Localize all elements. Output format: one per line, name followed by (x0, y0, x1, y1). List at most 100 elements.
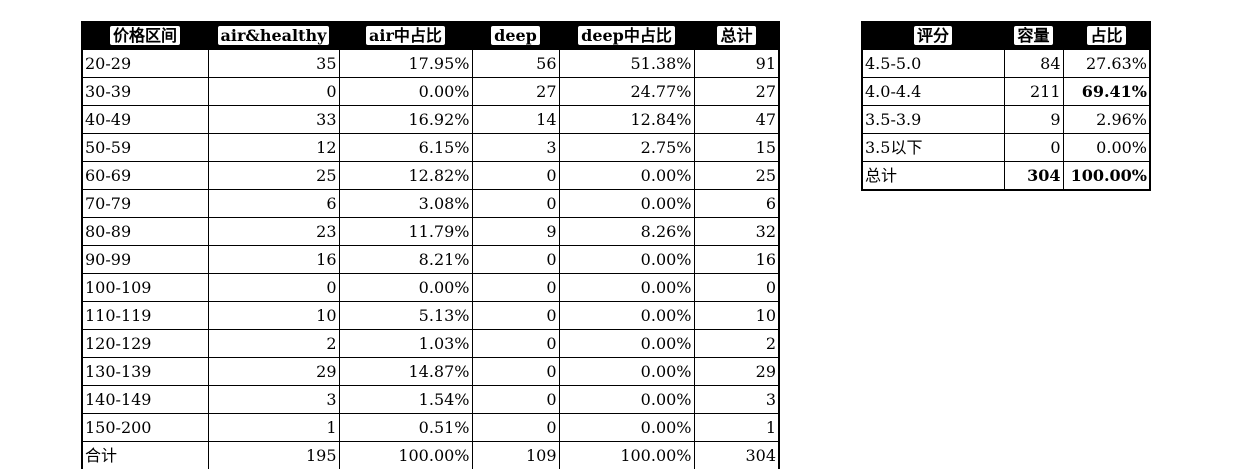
table-cell[interactable]: 84 (1004, 49, 1063, 78)
table-cell[interactable]: 3 (208, 386, 339, 414)
header-deep-share[interactable]: deep中占比 (559, 22, 694, 49)
table-cell[interactable]: 100.00% (559, 442, 694, 469)
table-cell[interactable]: 4.0-4.4 (862, 78, 1004, 106)
table-cell[interactable]: 14.87% (339, 358, 472, 386)
table-cell[interactable]: 2.96% (1063, 106, 1150, 134)
table-cell[interactable]: 11.79% (339, 218, 472, 246)
table-cell[interactable]: 0.00% (559, 302, 694, 330)
table-cell[interactable]: 32 (694, 218, 779, 246)
table-cell[interactable]: 总计 (862, 162, 1004, 191)
table-cell[interactable]: 24.77% (559, 78, 694, 106)
table-cell[interactable]: 60-69 (82, 162, 208, 190)
table-cell[interactable]: 15 (694, 134, 779, 162)
header-deep[interactable]: deep (472, 22, 559, 49)
table-cell[interactable]: 150-200 (82, 414, 208, 442)
header-price-range[interactable]: 价格区间 (82, 22, 208, 49)
table-cell[interactable]: 0 (694, 274, 779, 302)
table-cell[interactable]: 10 (208, 302, 339, 330)
header-share[interactable]: 占比 (1063, 22, 1150, 49)
table-cell[interactable]: 0 (1004, 134, 1063, 162)
table-cell[interactable]: 0.00% (1063, 134, 1150, 162)
table-cell[interactable]: 140-149 (82, 386, 208, 414)
table-cell[interactable]: 16 (208, 246, 339, 274)
table-cell[interactable]: 合计 (82, 442, 208, 469)
table-cell[interactable]: 3 (694, 386, 779, 414)
table-cell[interactable]: 33 (208, 106, 339, 134)
table-cell[interactable]: 27 (694, 78, 779, 106)
table-cell[interactable]: 2 (694, 330, 779, 358)
table-cell[interactable]: 0.00% (339, 78, 472, 106)
table-cell[interactable]: 109 (472, 442, 559, 469)
header-volume[interactable]: 容量 (1004, 22, 1063, 49)
table-cell[interactable]: 25 (694, 162, 779, 190)
table-cell[interactable]: 27 (472, 78, 559, 106)
table-cell[interactable]: 100-109 (82, 274, 208, 302)
table-cell[interactable]: 70-79 (82, 190, 208, 218)
table-cell[interactable]: 0 (472, 162, 559, 190)
table-cell[interactable]: 0 (208, 78, 339, 106)
table-cell[interactable]: 110-119 (82, 302, 208, 330)
table-cell[interactable]: 304 (1004, 162, 1063, 191)
table-cell[interactable]: 9 (472, 218, 559, 246)
table-cell[interactable]: 1 (208, 414, 339, 442)
table-cell[interactable]: 16 (694, 246, 779, 274)
table-cell[interactable]: 0 (472, 414, 559, 442)
table-cell[interactable]: 2 (208, 330, 339, 358)
table-cell[interactable]: 2.75% (559, 134, 694, 162)
table-cell[interactable]: 4.5-5.0 (862, 49, 1004, 78)
table-cell[interactable]: 0.00% (559, 190, 694, 218)
table-cell[interactable]: 12 (208, 134, 339, 162)
table-cell[interactable]: 51.38% (559, 49, 694, 78)
table-cell[interactable]: 47 (694, 106, 779, 134)
table-cell[interactable]: 56 (472, 49, 559, 78)
table-cell[interactable]: 17.95% (339, 49, 472, 78)
table-cell[interactable]: 5.13% (339, 302, 472, 330)
table-cell[interactable]: 100.00% (1063, 162, 1150, 191)
table-cell[interactable]: 0 (472, 330, 559, 358)
table-cell[interactable]: 6 (208, 190, 339, 218)
table-cell[interactable]: 8.26% (559, 218, 694, 246)
table-cell[interactable]: 90-99 (82, 246, 208, 274)
table-cell[interactable]: 211 (1004, 78, 1063, 106)
table-cell[interactable]: 0.00% (559, 246, 694, 274)
table-cell[interactable]: 23 (208, 218, 339, 246)
table-cell[interactable]: 1 (694, 414, 779, 442)
table-cell[interactable]: 1.03% (339, 330, 472, 358)
table-cell[interactable]: 130-139 (82, 358, 208, 386)
table-cell[interactable]: 91 (694, 49, 779, 78)
table-cell[interactable]: 1.54% (339, 386, 472, 414)
header-air-share[interactable]: air中占比 (339, 22, 472, 49)
table-cell[interactable]: 10 (694, 302, 779, 330)
table-cell[interactable]: 0.00% (559, 162, 694, 190)
table-cell[interactable]: 6 (694, 190, 779, 218)
header-total[interactable]: 总计 (694, 22, 779, 49)
table-cell[interactable]: 14 (472, 106, 559, 134)
table-cell[interactable]: 29 (208, 358, 339, 386)
table-cell[interactable]: 304 (694, 442, 779, 469)
table-cell[interactable]: 29 (694, 358, 779, 386)
table-cell[interactable]: 9 (1004, 106, 1063, 134)
table-cell[interactable]: 8.21% (339, 246, 472, 274)
table-cell[interactable]: 30-39 (82, 78, 208, 106)
table-cell[interactable]: 40-49 (82, 106, 208, 134)
table-cell[interactable]: 3.5以下 (862, 134, 1004, 162)
table-cell[interactable]: 0 (472, 386, 559, 414)
table-cell[interactable]: 69.41% (1063, 78, 1150, 106)
table-cell[interactable]: 12.84% (559, 106, 694, 134)
table-cell[interactable]: 35 (208, 49, 339, 78)
table-cell[interactable]: 195 (208, 442, 339, 469)
header-rating[interactable]: 评分 (862, 22, 1004, 49)
table-cell[interactable]: 6.15% (339, 134, 472, 162)
table-cell[interactable]: 0 (208, 274, 339, 302)
table-cell[interactable]: 0.00% (559, 274, 694, 302)
table-cell[interactable]: 12.82% (339, 162, 472, 190)
table-cell[interactable]: 80-89 (82, 218, 208, 246)
table-cell[interactable]: 3.5-3.9 (862, 106, 1004, 134)
table-cell[interactable]: 120-129 (82, 330, 208, 358)
table-cell[interactable]: 0.00% (559, 358, 694, 386)
header-air-healthy[interactable]: air&healthy (208, 22, 339, 49)
table-cell[interactable]: 25 (208, 162, 339, 190)
table-cell[interactable]: 100.00% (339, 442, 472, 469)
table-cell[interactable]: 0.00% (339, 274, 472, 302)
table-cell[interactable]: 27.63% (1063, 49, 1150, 78)
